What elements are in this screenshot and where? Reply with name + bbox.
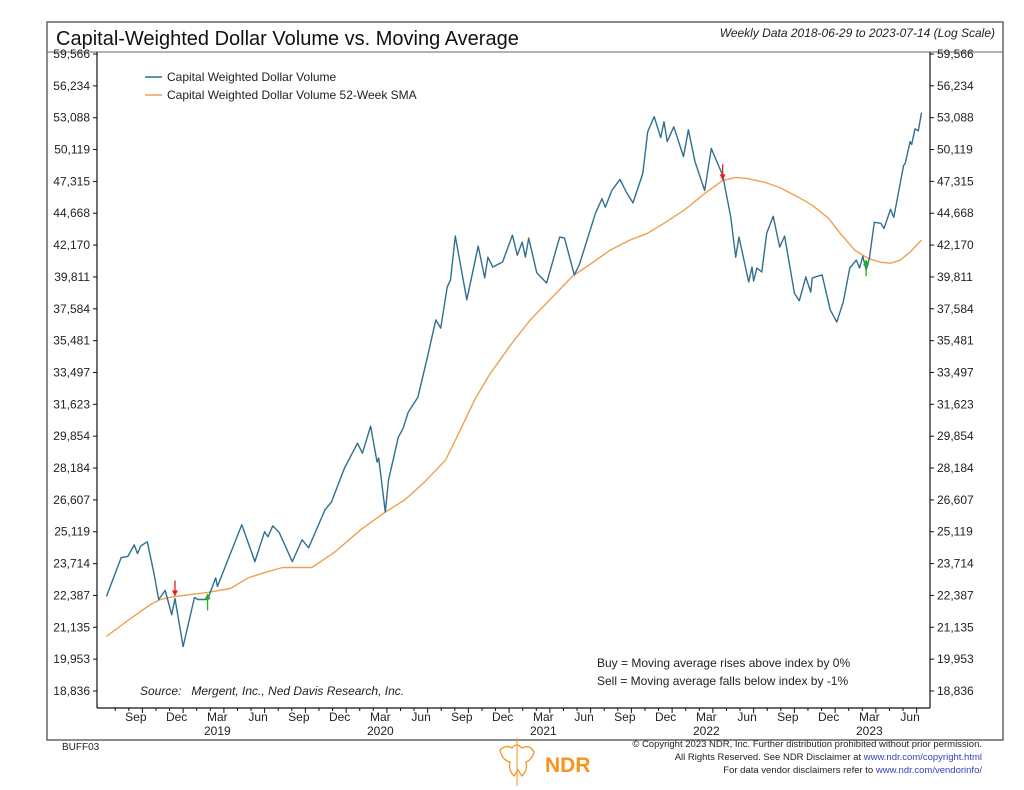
sell-rule: Sell = Moving average falls below index …	[597, 674, 848, 688]
x-tick-label: Dec	[492, 710, 513, 724]
y-tick-label-left: 19,953	[53, 652, 90, 666]
buy-arrow-icon	[863, 259, 870, 266]
x-tick-label: Jun	[574, 710, 593, 724]
y-tick-label-left: 33,497	[53, 365, 90, 379]
y-tick-label-right: 25,119	[937, 525, 973, 539]
y-tick-label-left: 23,714	[53, 557, 90, 571]
y-tick-label-left: 18,836	[53, 684, 90, 698]
ndr-logo: NDR	[499, 738, 591, 786]
x-tick-label: Jun	[248, 710, 267, 724]
x-tick-label: Mar	[859, 710, 880, 724]
y-tick-label-left: 21,135	[53, 620, 90, 634]
chart-subtitle: Weekly Data 2018-06-29 to 2023-07-14 (Lo…	[720, 26, 995, 40]
y-tick-label-right: 21,135	[937, 620, 974, 634]
y-tick-label-right: 50,119	[937, 143, 973, 157]
y-tick-label-right: 19,953	[937, 652, 974, 666]
vendor-line: For data vendor disclaimers refer to www…	[723, 765, 982, 776]
y-tick-label-right: 22,387	[937, 588, 974, 602]
y-tick-label-left: 59,566	[53, 47, 90, 61]
vendor-link[interactable]: www.ndr.com/vendorinfo/	[875, 765, 982, 776]
bull-bear-icon	[499, 744, 535, 778]
rights-line: All Rights Reserved. See NDR Disclaimer …	[675, 752, 982, 763]
y-tick-label-left: 37,584	[53, 302, 90, 316]
rights-text: All Rights Reserved. See NDR Disclaimer …	[675, 752, 864, 763]
sell-arrow-icon	[171, 590, 178, 597]
source-note: Source: Mergent, Inc., Ned Davis Researc…	[140, 684, 404, 698]
y-tick-label-right: 31,623	[937, 397, 974, 411]
volume-line	[105, 112, 923, 648]
y-tick-label-left: 35,481	[53, 334, 90, 348]
x-tick-label: Sep	[125, 710, 147, 724]
x-year-label: 2019	[204, 724, 231, 738]
y-tick-label-right: 18,836	[937, 684, 974, 698]
x-tick-label: Mar	[370, 710, 391, 724]
y-tick-label-right: 33,497	[937, 365, 974, 379]
x-year-label: 2023	[856, 724, 883, 738]
x-tick-label: Dec	[329, 710, 350, 724]
y-tick-label-left: 56,234	[53, 79, 90, 93]
x-tick-label: Sep	[777, 710, 799, 724]
vendor-text: For data vendor disclaimers refer to	[723, 765, 876, 776]
logo-text: NDR	[545, 754, 591, 777]
chart-title: Capital-Weighted Dollar Volume vs. Movin…	[56, 28, 519, 50]
x-tick-label: Sep	[614, 710, 636, 724]
y-tick-label-left: 26,607	[53, 493, 90, 507]
y-tick-label-right: 35,481	[937, 334, 974, 348]
buy-arrow-icon	[204, 593, 211, 600]
legend-label-sma: Capital Weighted Dollar Volume 52-Week S…	[167, 88, 417, 102]
outer-frame	[46, 21, 1004, 741]
x-tick-label: Dec	[655, 710, 676, 724]
y-tick-label-right: 42,170	[937, 238, 974, 252]
y-tick-label-right: 23,714	[937, 557, 974, 571]
y-tick-label-left: 22,387	[53, 588, 90, 602]
y-ticks: 59,566 59,566 56,234 56,234 53,088 53,088 50,1…	[53, 47, 974, 698]
x-tick-label: Dec	[166, 710, 187, 724]
x-year-label: 2022	[693, 724, 720, 738]
y-tick-label-left: 29,854	[53, 429, 90, 443]
x-year-label: 2020	[367, 724, 394, 738]
y-tick-label-left: 50,119	[54, 143, 90, 157]
y-tick-label-left: 39,811	[54, 270, 90, 284]
x-tick-label: Mar	[533, 710, 554, 724]
x-tick-label: Mar	[696, 710, 717, 724]
y-tick-label-left: 47,315	[53, 174, 90, 188]
x-tick-label: Dec	[818, 710, 839, 724]
x-year-label: 2021	[530, 724, 557, 738]
y-tick-label-right: 39,811	[937, 270, 973, 284]
y-tick-label-right: 37,584	[937, 302, 974, 316]
x-tick-label: Sep	[288, 710, 310, 724]
y-tick-label-right: 47,315	[937, 174, 974, 188]
chart-code: BUFF03	[62, 742, 100, 753]
signal-arrows	[171, 164, 870, 611]
y-tick-label-right: 44,668	[937, 206, 974, 220]
x-tick-label: Jun	[411, 710, 430, 724]
sell-arrow-icon	[719, 174, 726, 181]
buy-rule: Buy = Moving average rises above index b…	[597, 656, 850, 670]
y-tick-label-left: 44,668	[53, 206, 90, 220]
copyright-link[interactable]: www.ndr.com/copyright.html	[863, 752, 982, 763]
copyright-line: © Copyright 2023 NDR, Inc. Further distr…	[632, 739, 982, 750]
y-tick-label-right: 28,184	[937, 461, 974, 475]
y-tick-label-right: 26,607	[937, 493, 974, 507]
y-tick-label-right: 56,234	[937, 79, 974, 93]
legend-label-volume: Capital Weighted Dollar Volume	[167, 70, 337, 84]
y-tick-label-left: 31,623	[53, 397, 90, 411]
x-tick-label: Sep	[451, 710, 473, 724]
y-tick-label-right: 59,566	[937, 47, 974, 61]
sma-line	[106, 176, 923, 637]
y-tick-label-right: 53,088	[937, 111, 974, 125]
y-tick-label-left: 28,184	[53, 461, 90, 475]
y-tick-label-left: 25,119	[54, 525, 90, 539]
y-tick-label-left: 42,170	[53, 238, 90, 252]
y-tick-label-left: 53,088	[53, 111, 90, 125]
x-tick-label: Jun	[737, 710, 756, 724]
legend: Capital Weighted Dollar Volume Capital W…	[145, 70, 417, 102]
x-tick-label: Jun	[900, 710, 919, 724]
y-tick-label-right: 29,854	[937, 429, 974, 443]
x-tick-label: Mar	[207, 710, 228, 724]
series-lines	[105, 112, 923, 648]
